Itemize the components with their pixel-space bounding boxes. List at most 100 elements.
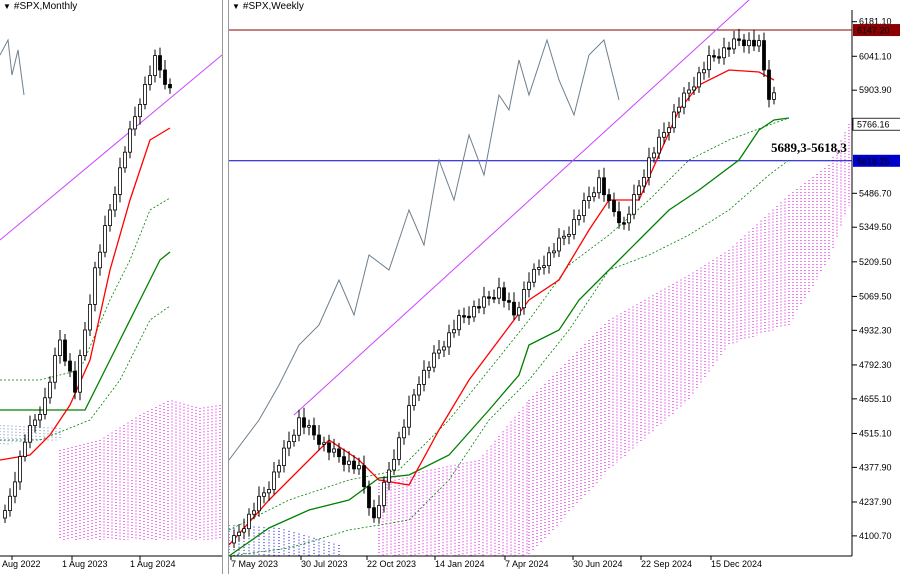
weekly-candle [357, 465, 361, 470]
monthly-candle [63, 339, 67, 362]
weekly-candle [462, 315, 466, 318]
weekly-candle [232, 535, 236, 544]
weekly-candle [472, 306, 476, 318]
weekly-chart-panel[interactable]: ▼ #SPX,Weekly 6181.10 6041.10 5903.90 5766.… [228, 0, 900, 574]
monthly-trend-line [0, 54, 222, 241]
weekly-candle [707, 55, 711, 71]
monthly-candle [158, 55, 162, 71]
weekly-xtick-label: 14 Jan 2024 [435, 559, 485, 569]
monthly-chikou-span [0, 38, 25, 96]
monthly-chart-canvas[interactable]: Aug 2022 1 Aug 2023 1 Aug 2024 [0, 0, 222, 574]
weekly-candle [577, 215, 581, 220]
weekly-candle [267, 488, 271, 494]
monthly-candle [23, 441, 27, 457]
weekly-ytick-label: 4237.90 [859, 497, 892, 507]
monthly-candle [28, 425, 32, 443]
weekly-candle [502, 287, 506, 301]
weekly-candle [432, 352, 436, 368]
weekly-candle [392, 458, 396, 471]
weekly-candle [342, 456, 346, 465]
monthly-candle [68, 360, 72, 372]
weekly-chart-title: ▼ #SPX,Weekly [232, 1, 304, 12]
weekly-candle [382, 481, 386, 506]
weekly-ytick-label: 6181.10 [859, 17, 892, 27]
weekly-candle [397, 437, 401, 460]
weekly-candle [752, 39, 756, 47]
monthly-kijun-line [0, 251, 171, 411]
monthly-candle [168, 84, 172, 89]
weekly-candle [312, 425, 316, 436]
monthly-candle [3, 510, 7, 519]
collapse-triangle-icon[interactable]: ▼ [3, 2, 11, 11]
weekly-candle [287, 441, 291, 449]
weekly-candle [607, 194, 611, 201]
weekly-ytick-label: 4377.90 [859, 462, 892, 472]
weekly-candle [632, 194, 636, 215]
weekly-candle [452, 329, 456, 334]
weekly-candle [567, 233, 571, 237]
weekly-candle [747, 39, 751, 47]
monthly-envelope-upper [0, 197, 171, 381]
weekly-candle [662, 132, 666, 138]
weekly-candle [447, 332, 451, 348]
weekly-chart-canvas[interactable]: 6181.10 6041.10 5903.90 5766.16 5486.70 5349.… [229, 0, 900, 574]
weekly-candle [467, 315, 471, 319]
weekly-candle [692, 86, 696, 91]
envelope-lower-line [229, 159, 790, 557]
weekly-candle [757, 40, 761, 47]
monthly-candle [58, 339, 62, 357]
monthly-candle [93, 267, 97, 305]
collapse-triangle-icon[interactable]: ▼ [232, 2, 240, 11]
weekly-ytick-label: 4100.70 [859, 531, 892, 541]
price-tag-box [852, 117, 900, 131]
weekly-ytick-label: 4655.10 [859, 394, 892, 404]
weekly-candle [327, 442, 331, 453]
weekly-candle [512, 301, 516, 316]
weekly-candle [622, 222, 626, 225]
weekly-candle [422, 369, 426, 385]
weekly-candle [252, 510, 256, 515]
monthly-candle [128, 128, 132, 153]
support-zone-annotation: 5689,3-5618,3 [771, 140, 847, 155]
monthly-candle [163, 69, 167, 85]
weekly-candle [682, 92, 686, 108]
weekly-candle [337, 448, 341, 458]
weekly-candle [277, 465, 281, 473]
weekly-xtick-label: 30 Jun 2024 [573, 559, 623, 569]
weekly-candle [727, 47, 731, 50]
weekly-candle [717, 56, 721, 59]
weekly-candle [767, 69, 771, 100]
monthly-candle [48, 381, 52, 399]
weekly-candle [442, 346, 446, 351]
weekly-candle [417, 383, 421, 396]
weekly-candle [302, 417, 306, 428]
weekly-candle [532, 268, 536, 283]
monthly-candle [78, 355, 82, 393]
monthly-xtick-label: 1 Aug 2024 [130, 559, 176, 569]
tenkan-sen-line [229, 69, 775, 546]
weekly-candle [742, 39, 746, 47]
monthly-candle [123, 151, 127, 169]
weekly-candle [272, 471, 276, 490]
weekly-candle [732, 38, 736, 50]
monthly-candle [148, 75, 152, 85]
chikou-span [229, 38, 620, 461]
weekly-xtick-label: 7 May 2023 [231, 559, 278, 569]
weekly-candle [722, 47, 726, 59]
price-tag-box [853, 24, 900, 37]
weekly-candle [492, 297, 496, 300]
weekly-candle [522, 289, 526, 309]
weekly-candle [482, 296, 486, 308]
weekly-candle [497, 287, 501, 299]
weekly-ytick-label: 5209.50 [859, 257, 892, 267]
monthly-chart-panel[interactable]: ▼ #SPX,Monthly Aug 2022 1 Aug 2023 1 Aug 2… [0, 0, 223, 574]
weekly-candle [602, 177, 606, 196]
weekly-ytick-label: 5069.50 [859, 291, 892, 301]
weekly-candle [507, 300, 511, 303]
price-tag-box [853, 154, 900, 167]
weekly-candle [317, 434, 321, 445]
weekly-ytick-label: 5349.50 [859, 222, 892, 232]
weekly-candle [527, 281, 531, 290]
weekly-candle [612, 200, 616, 213]
monthly-candle [108, 209, 112, 226]
